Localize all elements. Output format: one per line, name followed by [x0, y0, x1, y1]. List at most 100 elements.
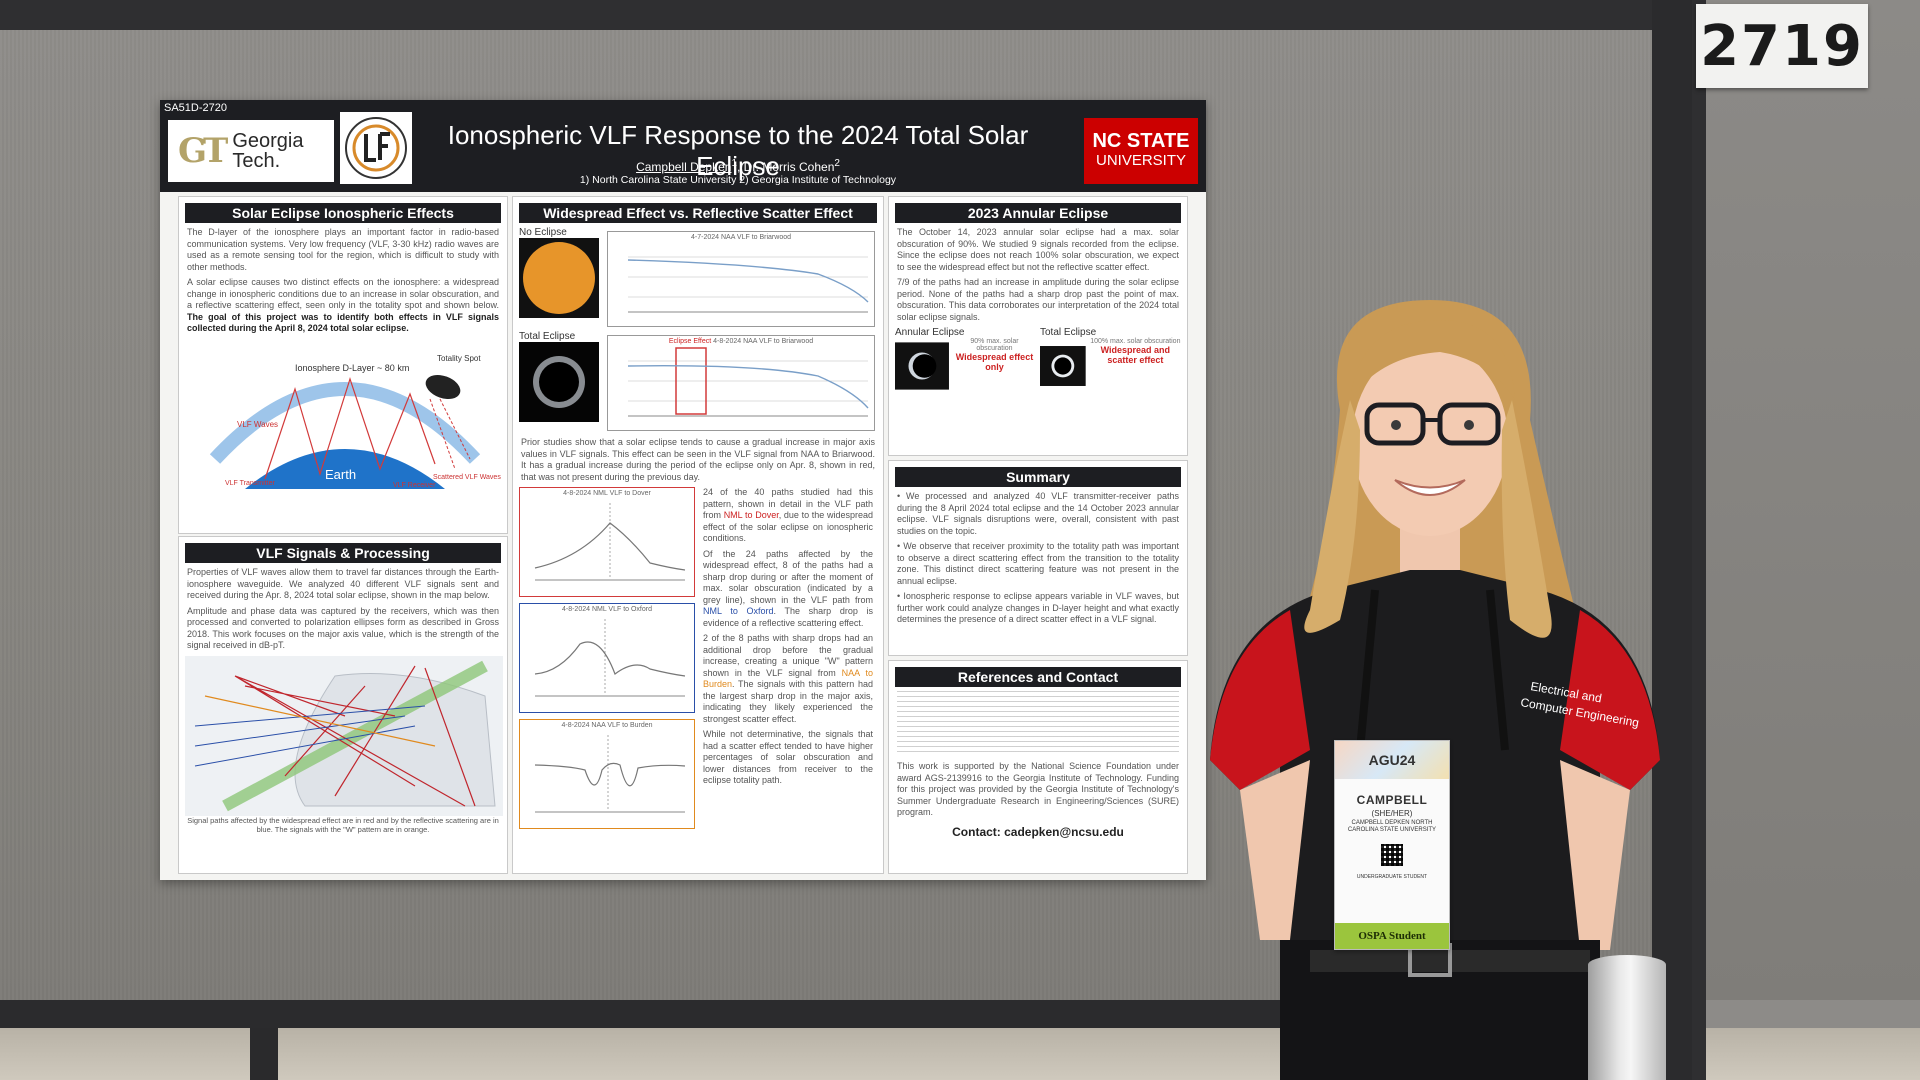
total-effect: Widespread and scatter effect — [1100, 345, 1171, 365]
diagram-earth-label: Earth — [325, 467, 356, 482]
qr-code-icon — [1381, 844, 1403, 866]
line-plot — [534, 735, 686, 813]
map-caption: Signal paths affected by the widespread … — [187, 815, 499, 834]
eclipse-image — [519, 342, 599, 422]
annular-eclipse-image — [895, 342, 949, 390]
line-plot — [534, 619, 686, 697]
poster-authors: Campbell Depken1, Dr. Morris Cohen2 — [428, 158, 1048, 174]
georgia-tech-logo: GT Georgia Tech. — [168, 120, 334, 182]
plot-title: 4-8-2024 NML VLF to Oxford — [561, 606, 652, 613]
section-title: Widespread Effect vs. Reflective Scatter… — [519, 203, 877, 223]
booth-number-sign: 2719 — [1696, 4, 1868, 88]
diagram-wave-label: VLF Waves — [237, 420, 278, 429]
badge-event: AGU24 — [1335, 741, 1449, 779]
gt-logo-line1: Georgia — [232, 130, 304, 152]
plot-title: 4-8-2024 NAA VLF to Briarwood — [713, 338, 814, 345]
badge-details: CAMPBELL DEPKEN NORTH CAROLINA STATE UNI… — [1347, 820, 1437, 833]
paragraph: 2 of the 8 paths with sharp drops had an… — [703, 633, 873, 725]
paragraph: The D-layer of the ionosphere plays an i… — [187, 227, 499, 272]
adjacent-board — [1692, 0, 1920, 1000]
plot-title: 4-8-2024 NAA VLF to Burden — [561, 722, 653, 729]
section-annular-eclipse: 2023 Annular Eclipse The October 14, 202… — [888, 196, 1188, 456]
paragraph: Amplitude and phase data was captured by… — [187, 605, 499, 651]
poster-header: SA51D-2720 GT Georgia Tech. Ionospheric … — [160, 100, 1206, 192]
plot-nml-oxford: 4-8-2024 NML VLF to Oxford — [519, 603, 695, 713]
paragraph-text: . The sharp drop is evidence of a reflec… — [703, 606, 873, 628]
total-eclipse-label: Total Eclipse — [519, 331, 576, 342]
author-1: Campbell Depken — [636, 160, 732, 174]
summary-bullet: • Ionospheric response to eclipse appear… — [897, 591, 1179, 624]
path-naa-burden: NAA to Burden — [703, 667, 873, 690]
section-title: References and Contact — [895, 667, 1181, 687]
plot-nml-dover: 4-8-2024 NML VLF to Dover — [519, 487, 695, 597]
paragraph-text: A solar eclipse causes two distinct effe… — [187, 277, 499, 310]
diagram-spot-label: Totality Spot — [437, 354, 481, 363]
section-references: References and Contact This work is supp… — [888, 660, 1188, 874]
line-plot — [627, 347, 869, 417]
ncstate-logo-line1: NC STATE — [1092, 130, 1190, 152]
path-nml-dover: NML to Dover — [723, 510, 779, 520]
paragraph-text: , due to the widespread effect of the so… — [703, 510, 873, 543]
references-list — [897, 691, 1179, 753]
sun-image — [519, 238, 599, 318]
plot-title: 4-8-2024 NML VLF to Dover — [563, 490, 651, 497]
paragraph: Prior studies show that a solar eclipse … — [521, 437, 875, 482]
annular-obscuration: 90% max. solar obscuration — [970, 338, 1019, 352]
author-2: , Dr. Morris Cohen — [737, 160, 835, 174]
board-frame-post — [1652, 0, 1692, 1080]
diagram-scattered-label: Scattered VLF Waves — [433, 474, 501, 481]
badge-name: CAMPBELL — [1356, 793, 1428, 807]
contact-email: Contact: cadepken@ncsu.edu — [952, 824, 1124, 839]
badge-footer: OSPA Student — [1335, 923, 1449, 949]
diagram-transmitter-label: VLF Transmitter — [225, 480, 275, 487]
no-eclipse-label: No Eclipse — [519, 227, 567, 238]
research-poster: SA51D-2720 GT Georgia Tech. Ionospheric … — [160, 100, 1206, 880]
path-nml-oxford: NML to Oxford — [703, 606, 774, 616]
section-vlf-signals: VLF Signals & Processing Properties of V… — [178, 536, 508, 874]
badge-category: UNDERGRADUATE STUDENT — [1356, 874, 1428, 880]
board-leg-front — [250, 1028, 278, 1080]
vlf-paths-map — [185, 655, 503, 816]
paragraph-text: 2 of the 8 paths with sharp drops had an… — [703, 633, 873, 678]
section-summary: Summary • We processed and analyzed 40 V… — [888, 460, 1188, 656]
funding-statement: This work is supported by the National S… — [897, 761, 1179, 817]
paragraph-text: Of the 24 paths affected by the widespre… — [703, 548, 873, 605]
author-2-sup: 2 — [834, 158, 840, 169]
bullet-text: Ionospheric response to eclipse appears … — [897, 591, 1179, 624]
paragraph: The October 14, 2023 annular solar eclip… — [897, 227, 1179, 272]
diagram-receiver-label: VLF Receiver — [393, 482, 436, 489]
poster-tube — [1588, 955, 1666, 1080]
paragraph: Of the 24 paths affected by the widespre… — [703, 549, 873, 630]
plot-briarwood-no-eclipse: 4-7-2024 NAA VLF to Briarwood — [607, 231, 875, 327]
annular-effect: Widespread effect only — [955, 352, 1034, 372]
paragraph: 7/9 of the paths had an increase in ampl… — [897, 277, 1179, 322]
plot-briarwood-eclipse: Eclipse Effect 4-8-2024 NAA VLF to Briar… — [607, 335, 875, 431]
annular-eclipse-label: Annular Eclipse — [895, 327, 965, 338]
paragraph: While not determinative, the signals tha… — [703, 729, 873, 785]
diagram-layer-label: Ionosphere D-Layer ~ 80 km — [295, 363, 409, 373]
lab-seal-icon — [340, 112, 412, 184]
total-eclipse-label-2: Total Eclipse — [1040, 327, 1097, 338]
section-widespread-vs-scatter: Widespread Effect vs. Reflective Scatter… — [512, 196, 884, 874]
total-eclipse-image — [1040, 346, 1086, 386]
section-title: Solar Eclipse Ionospheric Effects — [185, 203, 501, 223]
paragraph: Properties of VLF waves allow them to tr… — [187, 567, 499, 600]
badge-pronouns: (SHE/HER) — [1371, 809, 1413, 818]
ionosphere-diagram: Ionosphere D-Layer ~ 80 km Totality Spot… — [209, 354, 501, 489]
goal-text: The goal of this project was to identify… — [187, 311, 499, 334]
ncstate-logo-line2: UNIVERSITY — [1095, 152, 1186, 169]
bullet-text: We observe that receiver proximity to th… — [897, 541, 1179, 586]
board-frame-top — [0, 0, 1690, 30]
bullet-text: We processed and analyzed 40 VLF transmi… — [897, 491, 1179, 536]
section-title: VLF Signals & Processing — [185, 543, 501, 563]
section-solar-effects: Solar Eclipse Ionospheric Effects The D-… — [178, 196, 508, 534]
ncstate-logo: NC STATE UNIVERSITY — [1084, 118, 1198, 184]
paragraph-text: . The signals with this pattern had the … — [703, 679, 873, 724]
paragraph: A solar eclipse causes two distinct effe… — [187, 277, 499, 335]
name-badge: AGU24 CAMPBELL (SHE/HER) CAMPBELL DEPKEN… — [1334, 740, 1450, 950]
booth-number: 2719 — [1700, 13, 1864, 79]
gt-logo-line2: Tech. — [232, 150, 281, 172]
line-plot — [534, 503, 686, 581]
summary-bullet: • We processed and analyzed 40 VLF trans… — [897, 491, 1179, 536]
eclipse-effect-annotation: Eclipse Effect — [668, 338, 712, 345]
